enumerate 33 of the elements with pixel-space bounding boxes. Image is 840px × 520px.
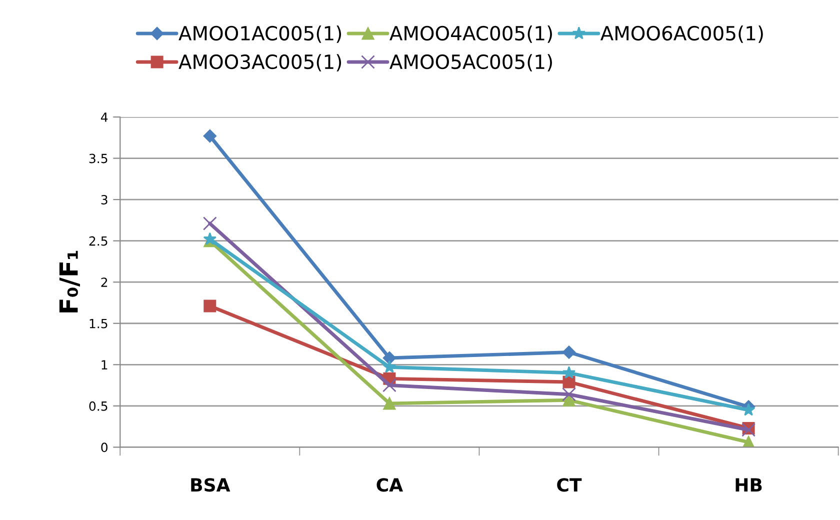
point: [203, 129, 216, 143]
legend-label: AMOO4AC005(1): [390, 26, 552, 43]
point: [562, 376, 576, 388]
y-tick-label: 0.5: [89, 401, 108, 411]
point: [383, 397, 396, 410]
y-tick-label: 2.5: [89, 236, 108, 246]
point: [562, 387, 576, 402]
y-tick-label: 3: [101, 195, 108, 204]
x-tick-label: CT: [557, 478, 582, 492]
point: [202, 216, 217, 230]
legend-label: AMOO1AC005(1): [178, 26, 342, 43]
point: [562, 346, 576, 359]
y-tick-label: 1: [102, 360, 108, 370]
point: [204, 300, 216, 312]
legend-label: AMOO6AC005(1): [600, 26, 763, 43]
point: [562, 366, 576, 379]
legend-label: AMOO5AC005(1): [390, 54, 552, 72]
point: [382, 351, 396, 365]
point: [382, 360, 396, 373]
y-tick-label: 0: [101, 442, 108, 452]
y-tick-label: 1.5: [90, 319, 108, 328]
point: [382, 378, 396, 392]
x-tick-label: HB: [736, 478, 762, 492]
point: [742, 422, 756, 437]
y-tick-label: 2: [101, 278, 108, 287]
y-tick-label: 4: [100, 112, 108, 122]
point: [203, 232, 217, 245]
point: [742, 403, 756, 416]
y-axis-title: F₀/F₁: [59, 250, 80, 312]
x-tick-label: CA: [376, 478, 403, 492]
x-tick-label: BSA: [191, 478, 230, 492]
y-tick-label: 3.5: [89, 154, 108, 164]
legend-label: AMOO3AC005(1): [178, 54, 342, 72]
